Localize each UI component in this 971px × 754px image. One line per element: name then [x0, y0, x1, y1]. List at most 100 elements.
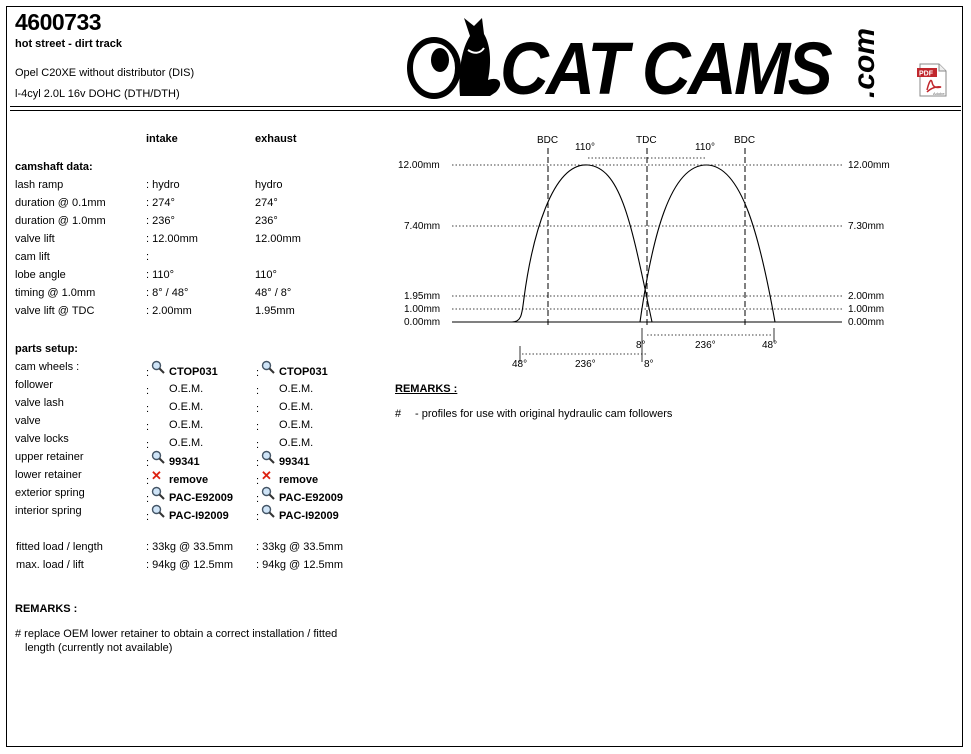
- svg-text:BDC: BDC: [734, 135, 755, 146]
- camshaft-row-exhaust: hydro: [255, 179, 283, 191]
- parts-colon: :: [146, 493, 150, 505]
- parts-row-label: valve locks: [15, 433, 69, 445]
- parts-row-exhaust[interactable]: 99341: [279, 456, 310, 468]
- spring-row-exhaust: : 94kg @ 12.5mm: [256, 559, 343, 571]
- svg-text:110°: 110°: [695, 142, 715, 153]
- magnifier-icon[interactable]: [261, 504, 275, 519]
- magnifier-icon[interactable]: [261, 486, 275, 501]
- remarks-left-line-1: # replace OEM lower retainer to obtain a…: [15, 628, 338, 640]
- camshaft-row-label: cam lift: [15, 251, 50, 263]
- parts-row-label: exterior spring: [15, 487, 85, 499]
- parts-row-label: valve lash: [15, 397, 64, 409]
- parts-row-intake[interactable]: CTOP031: [169, 366, 218, 378]
- remove-x-icon[interactable]: ✕: [151, 468, 162, 483]
- exhaust-column-header: exhaust: [255, 133, 297, 145]
- camshaft-row-exhaust: 12.00mm: [255, 233, 301, 245]
- svg-text:PDF: PDF: [919, 71, 934, 78]
- remove-x-icon[interactable]: ✕: [261, 468, 272, 483]
- camshaft-row-label: duration @ 0.1mm: [15, 197, 106, 209]
- parts-row-exhaust[interactable]: PAC-I92009: [279, 510, 339, 522]
- parts-colon: :: [256, 421, 260, 433]
- header-rule-top: [10, 106, 961, 107]
- parts-row-exhaust: O.E.M.: [279, 383, 314, 395]
- camshaft-row-intake: :: [146, 251, 150, 263]
- svg-text:0.00mm: 0.00mm: [404, 317, 440, 328]
- camshaft-row-intake: : 274°: [146, 197, 175, 209]
- magnifier-icon[interactable]: [151, 486, 165, 501]
- parts-row-exhaust: O.E.M.: [279, 437, 314, 449]
- parts-colon: :: [146, 385, 150, 397]
- magnifier-icon[interactable]: [261, 360, 275, 375]
- camshaft-row-label: valve lift: [15, 233, 55, 245]
- brand-suffix: .com: [848, 28, 881, 98]
- parts-colon: :: [146, 421, 150, 433]
- subtitle: hot street - dirt track: [15, 38, 122, 50]
- spring-row-intake: : 33kg @ 33.5mm: [146, 541, 233, 553]
- valve-timing-diagram: BDC TDC BDC 110° 110° 12.00mm 7.40mm 1.9…: [398, 135, 890, 370]
- svg-text:1.95mm: 1.95mm: [404, 291, 440, 302]
- parts-row-exhaust[interactable]: PAC-E92009: [279, 492, 343, 504]
- engine-line-1: Opel C20XE without distributor (DIS): [15, 67, 195, 79]
- camshaft-row-label: timing @ 1.0mm: [15, 287, 96, 299]
- svg-text:236°: 236°: [695, 340, 716, 351]
- diagram-right-ticks: 12.00mm 7.30mm 2.00mm 1.00mm 0.00mm: [848, 160, 890, 328]
- svg-text:Adobe: Adobe: [933, 91, 945, 96]
- parts-row-intake: O.E.M.: [169, 401, 204, 413]
- camshaft-row-label: valve lift @ TDC: [15, 305, 95, 317]
- svg-text:110°: 110°: [575, 142, 595, 153]
- header-rule-bottom: [10, 110, 961, 111]
- magnifier-icon[interactable]: [261, 450, 275, 465]
- parts-row-intake[interactable]: 99341: [169, 456, 200, 468]
- part-number: 4600733: [15, 9, 102, 35]
- svg-text:8°: 8°: [636, 340, 646, 351]
- parts-colon: :: [146, 457, 150, 469]
- magnifier-icon[interactable]: [151, 360, 165, 375]
- camshaft-row-intake: : hydro: [146, 179, 180, 191]
- parts-row-label: follower: [15, 379, 53, 391]
- parts-row-label: lower retainer: [15, 469, 82, 481]
- parts-row-intake: O.E.M.: [169, 419, 204, 431]
- parts-colon: :: [256, 385, 260, 397]
- parts-colon: :: [256, 457, 260, 469]
- remarks-right-hash: #: [395, 408, 402, 420]
- spring-row-intake: : 94kg @ 12.5mm: [146, 559, 233, 571]
- parts-colon: :: [256, 439, 260, 451]
- svg-text:48°: 48°: [762, 340, 777, 351]
- camshaft-row-intake: : 236°: [146, 215, 175, 227]
- brand-text: CAT CAMS: [500, 27, 832, 102]
- parts-row-intake[interactable]: remove: [169, 474, 209, 486]
- parts-setup-title: parts setup:: [15, 343, 78, 355]
- magnifier-icon[interactable]: [151, 450, 165, 465]
- page-frame: [6, 6, 963, 747]
- magnifier-icon[interactable]: [151, 504, 165, 519]
- parts-colon: :: [256, 403, 260, 415]
- parts-row-intake: O.E.M.: [169, 437, 204, 449]
- camshaft-row-intake: : 2.00mm: [146, 305, 192, 317]
- camshaft-row-label: duration @ 1.0mm: [15, 215, 106, 227]
- svg-text:12.00mm: 12.00mm: [398, 160, 440, 171]
- parts-colon: :: [146, 367, 150, 379]
- pdf-download-icon[interactable]: PDF Adobe: [915, 62, 951, 103]
- camshaft-data-title: camshaft data:: [15, 161, 93, 173]
- parts-colon: :: [146, 511, 150, 523]
- parts-row-exhaust[interactable]: remove: [279, 474, 319, 486]
- svg-text:7.30mm: 7.30mm: [848, 221, 884, 232]
- cat-cams-logo[interactable]: CAT CAMS .com: [404, 10, 904, 110]
- camshaft-row-label: lash ramp: [15, 179, 64, 191]
- parts-row-intake[interactable]: PAC-I92009: [169, 510, 229, 522]
- svg-text:7.40mm: 7.40mm: [404, 221, 440, 232]
- svg-text:1.00mm: 1.00mm: [848, 304, 884, 315]
- camshaft-row-exhaust: 236°: [255, 215, 278, 227]
- parts-colon: :: [256, 475, 260, 487]
- parts-row-exhaust[interactable]: CTOP031: [279, 366, 328, 378]
- spring-row-label: fitted load / length: [16, 541, 103, 553]
- intake-column-header: intake: [146, 133, 178, 145]
- remarks-right-text: - profiles for use with original hydraul…: [415, 408, 673, 420]
- parts-colon: :: [146, 439, 150, 451]
- svg-text:12.00mm: 12.00mm: [848, 160, 890, 171]
- parts-row-label: valve: [15, 415, 41, 427]
- parts-row-label: interior spring: [15, 505, 82, 517]
- parts-row-intake[interactable]: PAC-E92009: [169, 492, 233, 504]
- svg-text:TDC: TDC: [636, 135, 657, 146]
- camshaft-row-label: lobe angle: [15, 269, 66, 281]
